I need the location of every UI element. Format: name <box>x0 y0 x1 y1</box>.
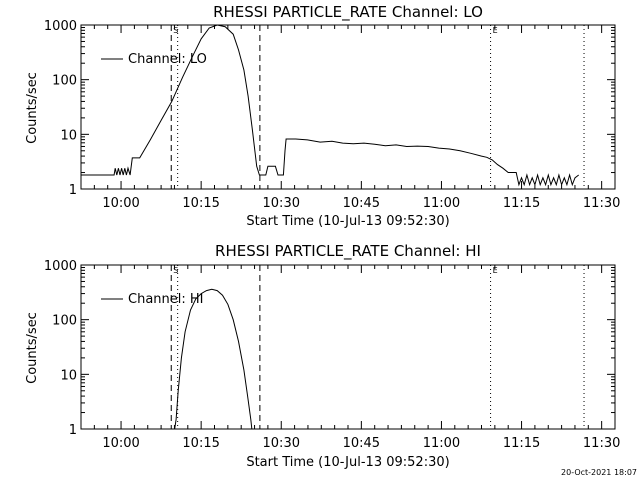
chart-panel-hi: RHESSI PARTICLE_RATE Channel: HI Counts/… <box>25 242 620 470</box>
x-tick-label: 10:30 <box>263 436 300 451</box>
plot-area-hi: 10:00 10:15 10:30 10:45 11:00 11:15 11:30 1 10 10… <box>44 259 620 451</box>
x-tick-label: 11:00 <box>423 436 460 451</box>
x-tick-label: 11:00 <box>423 196 460 211</box>
y-tick-label: 1000 <box>44 259 77 274</box>
y-tick-label: 10 <box>60 128 77 143</box>
x-tick-label: 10:00 <box>102 196 139 211</box>
footer-timestamp: 20-Oct-2021 18:07 <box>561 468 637 477</box>
legend-label: Channel: HI <box>128 292 204 307</box>
y-tick-label: 1 <box>69 183 77 198</box>
y-tick-label: 10 <box>60 368 77 383</box>
x-tick-label: 10:00 <box>102 436 139 451</box>
plot-frame <box>80 264 616 430</box>
marker-label-s: S <box>173 26 178 35</box>
marker-label-e: E <box>493 26 498 35</box>
x-tick-label: 10:45 <box>343 436 380 451</box>
marker-label-e: E <box>493 266 498 275</box>
plot-area-lo: 10:00 10:15 10:30 10:45 11:00 11:15 11:30 1 10 10… <box>44 19 620 211</box>
x-tick-label: 10:45 <box>343 196 380 211</box>
x-axis-label-lo: Start Time (10-Jul-13 09:52:30) <box>246 214 449 229</box>
y-tick-label: 1000 <box>44 19 77 34</box>
x-axis-label-hi: Start Time (10-Jul-13 09:52:30) <box>246 455 449 470</box>
x-tick-label: 11:15 <box>503 196 540 211</box>
x-tick-label: 11:30 <box>583 196 620 211</box>
marker-label-s: S <box>173 266 178 275</box>
x-tick-label: 10:30 <box>263 196 300 211</box>
y-tick-label: 1 <box>69 423 77 438</box>
series-line-0 <box>174 288 253 429</box>
chart-title-lo: RHESSI PARTICLE_RATE Channel: LO <box>213 3 483 22</box>
series-line-0 <box>81 25 580 187</box>
plot-frame <box>80 24 616 190</box>
y-tick-label: 100 <box>52 74 77 89</box>
x-tick-label: 10:15 <box>182 196 219 211</box>
y-axis-label-lo: Counts/sec <box>25 72 40 144</box>
y-tick-label: 100 <box>52 314 77 329</box>
y-axis-label-hi: Counts/sec <box>25 312 40 384</box>
chart-title-hi: RHESSI PARTICLE_RATE Channel: HI <box>215 242 481 261</box>
x-tick-label: 11:15 <box>503 436 540 451</box>
x-tick-label: 10:15 <box>182 436 219 451</box>
chart-panel-lo: RHESSI PARTICLE_RATE Channel: LO Counts/… <box>25 3 620 229</box>
legend-label: Channel: LO <box>128 52 207 67</box>
x-tick-label: 11:30 <box>583 436 620 451</box>
